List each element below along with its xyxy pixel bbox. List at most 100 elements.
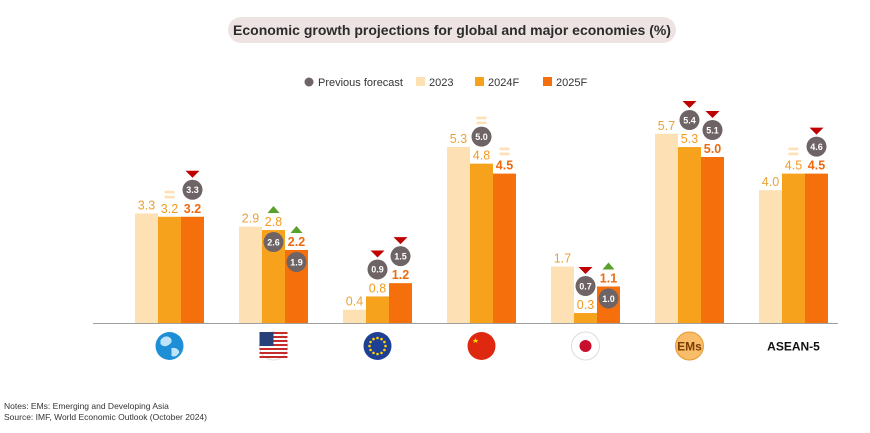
previous-forecast-2025F-value: 1.5 <box>394 251 407 261</box>
data-label-2023: 5.3 <box>450 132 467 146</box>
bar-2025F <box>181 216 204 323</box>
bar-2024F <box>678 147 701 323</box>
bar-2025F <box>493 173 516 323</box>
notes: Notes: EMs: Emerging and Developing Asia… <box>4 401 207 423</box>
revision-2025F-down-arrow <box>185 170 200 178</box>
data-label-2025F: 2.2 <box>288 235 305 249</box>
bar-2023 <box>759 190 782 323</box>
globe-land <box>160 336 180 357</box>
previous-forecast-2025F-value: 1.0 <box>602 294 615 304</box>
legend-swatch-2023 <box>416 77 425 86</box>
bar-2023 <box>135 213 158 323</box>
previous-forecast-2025F-bubble <box>286 251 307 272</box>
revision-2024F-down-arrow <box>370 250 385 258</box>
previous-forecast-2024F-bubble <box>471 126 492 147</box>
flag-star <box>376 336 379 340</box>
data-label-2024F: 0.3 <box>577 298 594 312</box>
source-line: Source: IMF, World Economic Outlook (Oct… <box>4 412 207 422</box>
data-label-2025F: 1.1 <box>600 271 617 285</box>
bar-2024F <box>366 296 389 323</box>
previous-forecast-2025F-bubble <box>598 288 619 309</box>
previous-forecast-2025F-value: 5.1 <box>706 125 719 135</box>
data-label-2025F: 4.5 <box>496 159 513 173</box>
revision-2025F-up-arrow <box>602 262 615 270</box>
data-label-2024F: 3.2 <box>161 202 178 216</box>
flag-star <box>383 340 386 344</box>
flag-disc <box>467 332 496 360</box>
data-label-2024F: 2.8 <box>265 215 282 229</box>
eu-flag-icon <box>363 332 392 360</box>
previous-forecast-2025F-bubble <box>702 120 723 140</box>
data-label-2024F: 4.8 <box>473 149 490 163</box>
data-label-2024F: 4.5 <box>785 159 802 173</box>
data-label-2023: 4.0 <box>762 175 779 189</box>
previous-forecast-2024F-value: 5.4 <box>683 115 696 125</box>
flag-star <box>472 338 479 343</box>
data-label-2023: 1.7 <box>554 252 571 266</box>
legend-label-2024F: 2024F <box>488 77 519 89</box>
data-label-2025F: 4.5 <box>808 159 825 173</box>
bar-2023 <box>551 266 574 323</box>
revision-2025F-down-arrow <box>809 127 824 135</box>
asean-5-text: ASEAN-5 <box>767 340 820 354</box>
revision-2024F-equal-bar-bottom <box>476 121 487 125</box>
data-label-2023: 2.9 <box>242 212 259 226</box>
flag-star <box>380 351 383 355</box>
flag-star <box>372 351 375 355</box>
flag-star <box>380 337 383 341</box>
previous-forecast-2024F-bubble <box>679 110 700 131</box>
flag-stripe <box>259 356 288 358</box>
flag-stripe <box>259 348 288 350</box>
notes-line: Notes: EMs: Emerging and Developing Asia <box>4 401 169 411</box>
previous-forecast-2025F-value: 1.9 <box>290 257 303 267</box>
revision-2024F-down-arrow <box>682 101 697 109</box>
flag-star <box>372 337 375 341</box>
revision-2024F-up-arrow <box>267 206 280 214</box>
previous-forecast-2025F-bubble <box>390 246 411 267</box>
revision-2024F-equal-bar-top <box>788 147 799 151</box>
data-label-2023: 5.7 <box>658 119 675 133</box>
flag-star <box>368 344 371 348</box>
bar-2025F <box>701 157 724 323</box>
flag-disc <box>363 332 392 360</box>
globe-icon <box>155 332 184 360</box>
flag-star <box>369 340 372 344</box>
flag-canton <box>259 332 274 346</box>
data-label-2023: 3.3 <box>138 198 155 212</box>
previous-forecast-2024F-bubble <box>575 276 596 297</box>
flag-star <box>376 352 379 356</box>
group-euro-area: 0.4 0.8 1.2 0.9 1.5 <box>343 237 412 360</box>
group-united-states: 2.9 2.8 2.2 2.6 1.9 <box>239 206 308 361</box>
bar-2024F <box>470 163 493 323</box>
previous-forecast-2025F-bubble <box>806 136 827 157</box>
flag-star <box>369 348 372 352</box>
bar-2025F <box>805 173 828 323</box>
flag-stripe <box>259 352 288 354</box>
group-japan: 1.7 0.3 1.1 0.7 1.0 <box>551 252 620 361</box>
previous-forecast-2024F-bubble <box>263 232 284 253</box>
previous-forecast-2024F-value: 0.9 <box>371 265 384 275</box>
group-asean-5: 4.0 4.5 4.5 4.6 ASEAN-5 <box>759 127 828 354</box>
previous-forecast-2024F-bubble <box>367 259 388 280</box>
bar-2024F <box>574 313 597 323</box>
previous-forecast-2025F-value: 3.3 <box>186 185 199 195</box>
revision-2024F-equal-bar-bottom <box>788 152 799 156</box>
revision-2024F-equal-bar-top <box>476 116 487 120</box>
previous-forecast-2025F-bubble <box>182 179 203 200</box>
data-label-2024F: 0.8 <box>369 281 386 295</box>
revision-2025F-equal-bar-bottom <box>499 152 510 156</box>
bar-2024F <box>262 230 285 323</box>
flag-sun <box>579 340 592 352</box>
legend-previous-label: Previous forecast <box>318 77 403 89</box>
legend-previous-swatch <box>304 77 314 87</box>
legend: Previous forecast 2023 2024F 2025F <box>304 77 587 89</box>
bar-2023 <box>655 133 678 323</box>
group-china: 5.3 4.8 4.5 5.0 <box>447 116 516 360</box>
asean-5-label: ASEAN-5 <box>767 340 820 354</box>
data-label-2024F: 5.3 <box>681 132 698 146</box>
chart-title: Economic growth projections for global a… <box>228 17 676 43</box>
revision-2025F-down-arrow <box>393 237 408 245</box>
china-flag-icon <box>467 332 496 360</box>
flag-star <box>383 348 386 352</box>
